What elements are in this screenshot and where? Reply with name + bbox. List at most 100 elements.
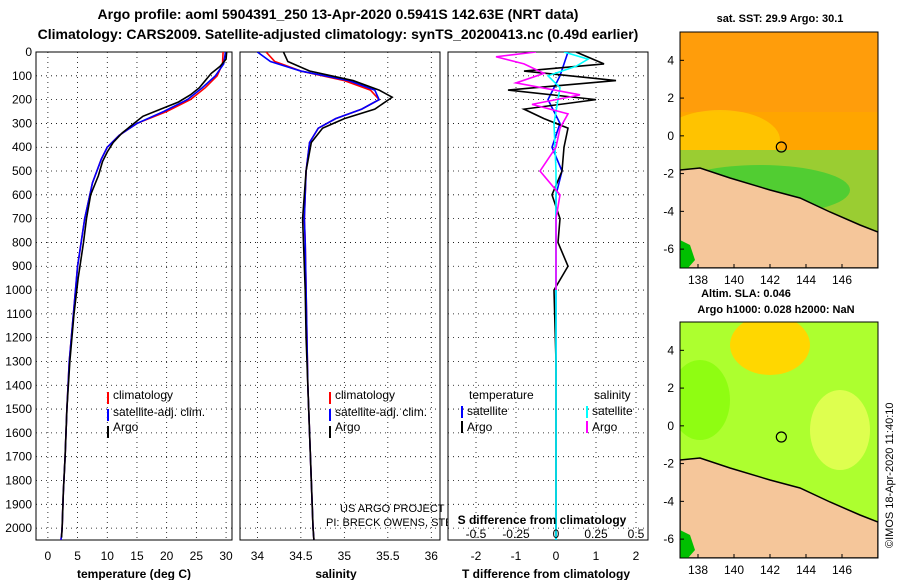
legend-argo-label: Argo [113, 420, 139, 434]
x-tick-label: 34 [251, 549, 265, 563]
salinity-legend: climatology satellite-adj. clim. Argo [329, 388, 427, 438]
sst-map: sat. SST: 29.9 Argo: 30.1 138 140 142 144 14… [663, 13, 879, 287]
sst-map-title: sat. SST: 29.9 Argo: 30.1 [717, 13, 844, 25]
figure-subtitle: Climatology: CARS2009. Satellite-adjuste… [38, 26, 639, 42]
difference-legend: temperature salinity satellite Argo sate… [461, 388, 633, 434]
map-x-tick-label: 138 [688, 273, 708, 287]
map-y-tick-label: -4 [663, 204, 674, 218]
map-x-tick-label: 144 [796, 563, 816, 577]
x-tick-label: 20 [160, 549, 174, 563]
argo-location-marker [775, 141, 787, 153]
legend-salinity-heading: salinity [594, 388, 631, 402]
y-tick-label: 1100 [6, 307, 32, 321]
map-y-tick-label: -6 [663, 242, 674, 256]
s-difference-label: S difference from climatology [458, 513, 627, 527]
x-tick-label: 10 [101, 549, 115, 563]
temperature-plot-frame [35, 51, 233, 541]
series-line-temperature-argo [507, 52, 617, 540]
x-tick-label: 36 [425, 549, 439, 563]
map-y-tick-label: -2 [663, 457, 674, 471]
x-tick-label: 35.5 [376, 549, 400, 563]
series-line-salinity-argo [495, 52, 581, 291]
figure-title: Argo profile: aoml 5904391_250 13-Apr-20… [98, 6, 579, 22]
sla-field-high [730, 322, 810, 375]
project-credit: US ARGO PROJECT [340, 503, 445, 515]
y-tick-label: 100 [12, 69, 32, 83]
legend-satellite-label: satellite-adj. clim. [113, 405, 205, 419]
difference-plot-frame [447, 51, 649, 541]
salinity-plot-frame [239, 51, 441, 541]
map-x-tick-label: 146 [832, 563, 852, 577]
y-tick-label: 900 [12, 259, 32, 273]
s-diff-tick-label: 0.5 [628, 527, 645, 541]
series-line-argo [282, 52, 394, 540]
x-tick-label: 5 [74, 549, 81, 563]
map-y-tick-label: -6 [663, 532, 674, 546]
land-mass [680, 457, 878, 558]
x-tick-label: 0 [45, 549, 52, 563]
y-tick-label: 800 [12, 235, 32, 249]
salinity-xlabel: salinity [315, 567, 357, 580]
series-line-argo [60, 52, 228, 538]
legend-climatology-label: climatology [335, 388, 395, 402]
map-y-tick-label: -4 [663, 494, 674, 508]
x-tick-label: 30 [219, 549, 233, 563]
x-tick-label: -2 [471, 549, 482, 563]
legend-temp-satellite-label: satellite [467, 404, 508, 418]
x-tick-label: 2 [633, 549, 640, 563]
x-tick-label: 1 [593, 549, 600, 563]
difference-panel: -2 -1 0 1 2 T difference from climatology S … [447, 51, 649, 580]
legend-temp-argo-label: Argo [467, 420, 493, 434]
y-tick-label: 700 [12, 212, 32, 226]
s-diff-tick-label: -0.25 [502, 527, 530, 541]
y-tick-label: 1300 [5, 354, 32, 368]
y-tick-label: 1900 [5, 497, 32, 511]
y-tick-label: 1800 [5, 473, 32, 487]
y-tick-label: 2000 [5, 521, 32, 535]
y-tick-label: 1700 [5, 450, 32, 464]
s-diff-tick-label: 0 [553, 527, 560, 541]
legend-satellite-label: satellite-adj. clim. [335, 405, 427, 419]
map-y-tick-label: 4 [667, 53, 674, 67]
legend-argo-label: Argo [335, 420, 361, 434]
temperature-xlabel: temperature (deg C) [77, 567, 191, 580]
map-y-tick-label: 4 [667, 343, 674, 357]
x-tick-label: 25 [190, 549, 204, 563]
y-tick-label: 1000 [5, 283, 32, 297]
map-y-tick-label: 0 [667, 129, 674, 143]
y-tick-label: 0 [25, 45, 32, 59]
legend-sal-satellite-label: satellite [592, 404, 633, 418]
y-tick-label: 1200 [5, 331, 32, 345]
map-x-tick-label: 138 [688, 563, 708, 577]
x-tick-label: 35 [338, 549, 352, 563]
x-tick-label: 34.5 [289, 549, 313, 563]
map-x-tick-label: 146 [832, 273, 852, 287]
legend-temperature-heading: temperature [469, 388, 534, 402]
sla-map-frame [679, 321, 879, 559]
legend-sal-argo-label: Argo [592, 420, 618, 434]
y-tick-label: 500 [12, 164, 32, 178]
map-y-tick-label: 0 [667, 419, 674, 433]
map-x-tick-label: 140 [724, 273, 744, 287]
coastal-green [680, 530, 695, 558]
x-tick-label: -1 [511, 549, 522, 563]
temperature-legend: climatology satellite-adj. clim. Argo [107, 388, 205, 438]
t-difference-xlabel: T difference from climatology [462, 567, 630, 580]
y-tick-label: 1600 [5, 426, 32, 440]
map-y-tick-label: -2 [663, 167, 674, 181]
salinity-panel: 34 34.5 35 35.5 36 salinity climatology sate… [239, 51, 573, 580]
x-tick-label: 0 [553, 549, 560, 563]
map-y-tick-label: 2 [667, 381, 674, 395]
sst-field-warm-band [680, 32, 878, 112]
s-diff-tick-label: 0.25 [584, 527, 608, 541]
y-tick-label: 200 [12, 93, 32, 107]
sst-map-frame [679, 31, 879, 269]
map-y-tick-label: 2 [667, 91, 674, 105]
sla-field-east [810, 390, 870, 470]
sla-map: Altim. SLA: 0.046 Argo h1000: 0.028 h200… [663, 288, 879, 577]
map-x-tick-label: 142 [760, 563, 780, 577]
imos-watermark: ©IMOS 18-Apr-2020 11:40:10 [884, 403, 896, 548]
map-x-tick-label: 142 [760, 273, 780, 287]
y-tick-label: 600 [12, 188, 32, 202]
